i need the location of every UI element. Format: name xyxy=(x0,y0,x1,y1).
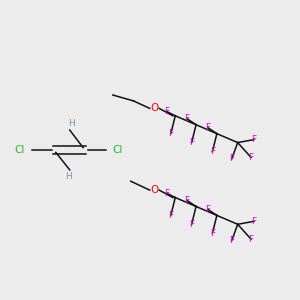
Text: H: H xyxy=(68,119,75,128)
Text: F: F xyxy=(248,153,253,162)
Text: F: F xyxy=(164,107,169,116)
Text: Cl: Cl xyxy=(15,145,25,155)
Text: H: H xyxy=(65,172,72,181)
Text: F: F xyxy=(206,123,211,132)
Text: Cl: Cl xyxy=(113,145,123,155)
Text: F: F xyxy=(248,235,253,244)
Text: F: F xyxy=(184,196,190,205)
Text: F: F xyxy=(184,114,190,123)
Text: O: O xyxy=(150,185,159,195)
Text: F: F xyxy=(206,205,211,214)
Text: F: F xyxy=(229,154,234,164)
Text: F: F xyxy=(168,129,173,138)
Text: F: F xyxy=(164,189,169,198)
Text: F: F xyxy=(210,229,215,238)
Text: F: F xyxy=(251,217,256,226)
Text: F: F xyxy=(210,147,215,156)
Text: F: F xyxy=(168,211,173,220)
Text: O: O xyxy=(150,103,159,113)
Text: F: F xyxy=(251,135,256,144)
Text: F: F xyxy=(189,220,194,229)
Text: F: F xyxy=(229,236,234,245)
Text: F: F xyxy=(189,138,194,147)
